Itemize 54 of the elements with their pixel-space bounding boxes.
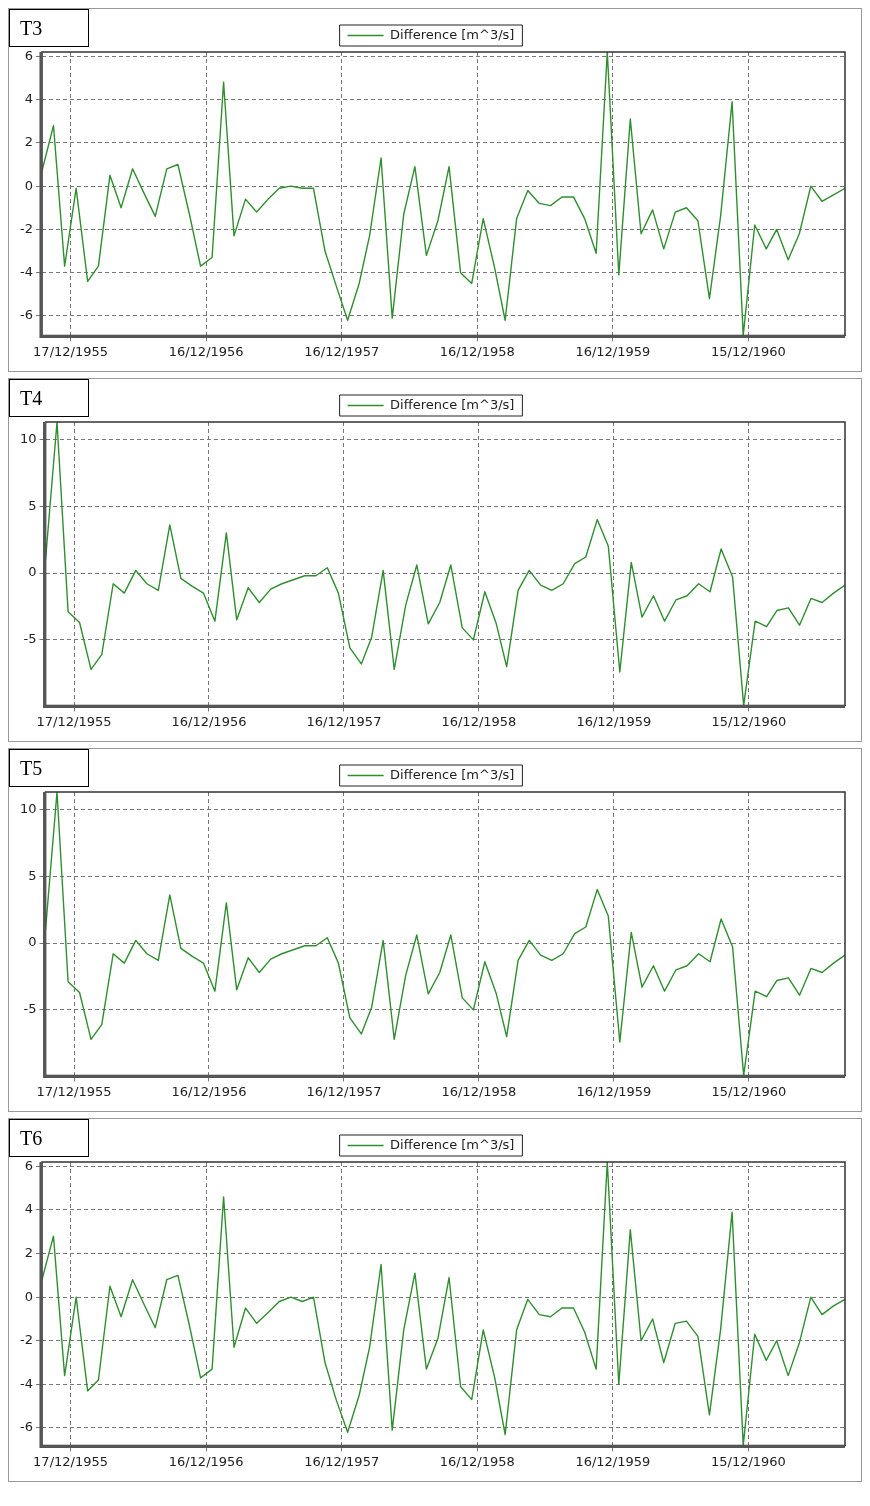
chart-title: T4 — [9, 379, 89, 417]
x-tick-label: 16/12/1958 — [439, 1453, 515, 1469]
x-tick-label: 17/12/1955 — [33, 343, 109, 359]
legend-label: Difference [m^3/s] — [390, 1136, 515, 1152]
y-tick-label: -2 — [19, 1332, 33, 1348]
x-tick-label: 16/12/1958 — [439, 343, 515, 359]
y-tick-label: 0 — [24, 1288, 33, 1304]
y-tick-label: 6 — [24, 1157, 33, 1173]
y-tick-label: 2 — [24, 134, 33, 150]
y-tick-label: 5 — [28, 497, 37, 513]
y-tick-label: 0 — [24, 177, 33, 193]
legend-label: Difference [m^3/s] — [390, 766, 515, 782]
y-tick-label: 4 — [24, 90, 33, 106]
x-tick-label: 15/12/1960 — [710, 343, 786, 359]
x-tick-label: 16/12/1958 — [441, 1083, 517, 1099]
y-tick-label: 2 — [24, 1244, 33, 1260]
x-tick-label: 16/12/1957 — [306, 1083, 382, 1099]
x-tick-label: 16/12/1957 — [304, 343, 380, 359]
x-tick-label: 17/12/1955 — [36, 1083, 112, 1099]
legend-label: Difference [m^3/s] — [390, 26, 515, 42]
y-tick-label: 4 — [24, 1201, 33, 1217]
y-tick-label: 0 — [28, 934, 37, 950]
x-tick-label: 16/12/1959 — [575, 1453, 651, 1469]
x-tick-label: 17/12/1955 — [33, 1453, 109, 1469]
y-tick-label: 10 — [20, 430, 37, 446]
x-tick-label: 16/12/1957 — [306, 713, 382, 729]
x-tick-label: 16/12/1959 — [575, 343, 651, 359]
x-tick-label: 16/12/1956 — [171, 1083, 247, 1099]
y-tick-label: -2 — [19, 220, 33, 236]
chart-title: T6 — [9, 1119, 89, 1157]
y-tick-label: -5 — [23, 631, 37, 647]
x-tick-label: 15/12/1960 — [710, 1453, 786, 1469]
chart-title: T3 — [9, 9, 89, 47]
chart-title: T5 — [9, 749, 89, 787]
x-tick-label: 17/12/1955 — [36, 713, 112, 729]
y-tick-label: -6 — [19, 307, 33, 323]
x-tick-label: 15/12/1960 — [711, 1083, 787, 1099]
y-tick-label: -4 — [19, 264, 33, 280]
y-tick-label: 5 — [28, 867, 37, 883]
x-tick-label: 16/12/1959 — [576, 1083, 652, 1099]
y-tick-label: -5 — [23, 1001, 37, 1017]
y-tick-label: 10 — [20, 800, 37, 816]
x-tick-label: 16/12/1956 — [168, 343, 244, 359]
x-tick-label: 16/12/1956 — [171, 713, 247, 729]
x-tick-label: 15/12/1960 — [711, 713, 787, 729]
x-tick-label: 16/12/1958 — [441, 713, 517, 729]
y-tick-label: -6 — [19, 1419, 33, 1435]
y-tick-label: 6 — [24, 47, 33, 63]
x-tick-label: 16/12/1957 — [304, 1453, 380, 1469]
legend-label: Difference [m^3/s] — [390, 396, 515, 412]
y-tick-label: -4 — [19, 1375, 33, 1391]
x-tick-label: 16/12/1959 — [576, 713, 652, 729]
x-tick-label: 16/12/1956 — [168, 1453, 244, 1469]
y-tick-label: 0 — [28, 564, 37, 580]
